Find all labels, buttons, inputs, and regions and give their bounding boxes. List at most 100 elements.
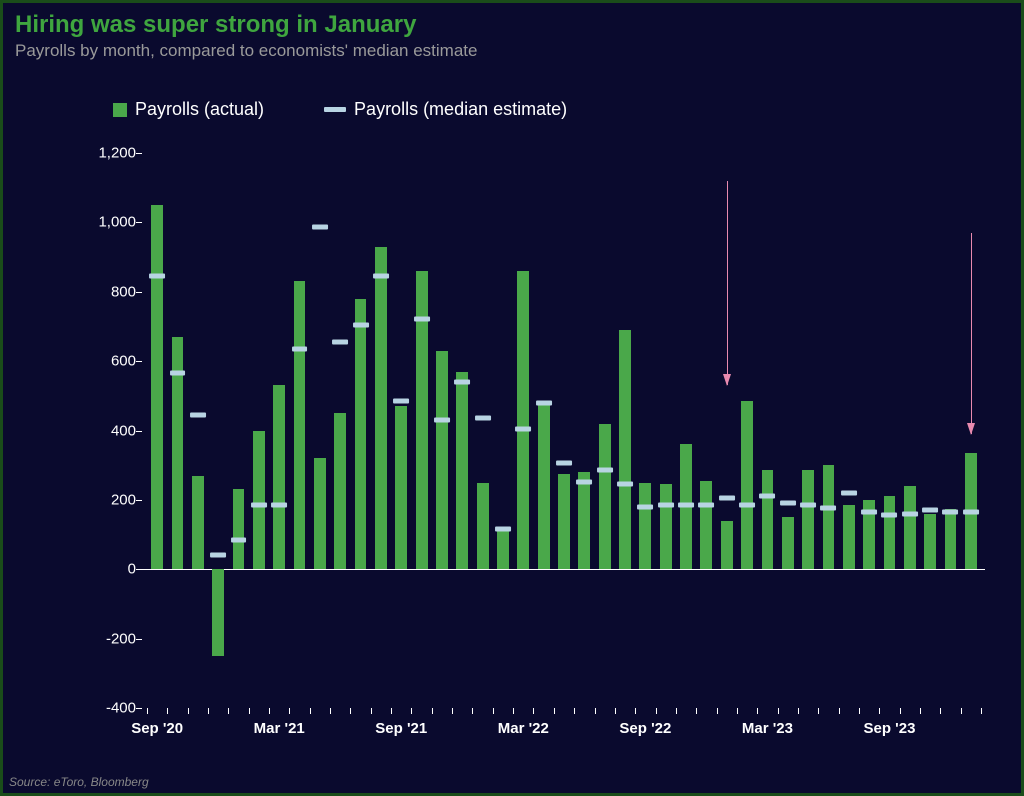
chart-header: Hiring was super strong in January Payro…	[3, 3, 1021, 63]
x-axis-label: Mar '21	[254, 720, 305, 737]
bar	[904, 486, 916, 569]
estimate-marker	[902, 511, 918, 516]
bar	[436, 351, 448, 570]
estimate-marker	[515, 426, 531, 431]
bar	[253, 431, 265, 570]
x-axis-label: Mar '22	[498, 720, 549, 737]
legend-item-actual: Payrolls (actual)	[113, 99, 264, 120]
plot: -400-20002004006008001,0001,200Sep '20Ma…	[103, 153, 993, 708]
bar	[517, 271, 529, 569]
estimate-marker	[434, 417, 450, 422]
chart-title: Hiring was super strong in January	[15, 11, 1009, 39]
y-axis-label: 1,000	[81, 214, 136, 231]
estimate-marker	[881, 513, 897, 518]
bar	[558, 474, 570, 569]
legend: Payrolls (actual) Payrolls (median estim…	[3, 99, 1021, 120]
legend-label-estimate: Payrolls (median estimate)	[354, 99, 567, 120]
y-axis-label: 400	[81, 422, 136, 439]
bar	[945, 509, 957, 570]
estimate-marker	[800, 502, 816, 507]
chart-subtitle: Payrolls by month, compared to economist…	[15, 41, 1009, 61]
x-axis-label: Sep '20	[131, 720, 183, 737]
estimate-marker	[353, 322, 369, 327]
estimate-marker	[780, 501, 796, 506]
estimate-marker	[597, 468, 613, 473]
bar	[375, 247, 387, 570]
bar	[619, 330, 631, 569]
estimate-marker	[373, 273, 389, 278]
estimate-marker	[231, 537, 247, 542]
estimate-marker	[637, 504, 653, 509]
estimate-marker	[556, 461, 572, 466]
bar	[599, 424, 611, 570]
y-axis-label: 600	[81, 353, 136, 370]
bar	[741, 401, 753, 569]
estimate-marker	[414, 317, 430, 322]
estimate-marker	[678, 502, 694, 507]
estimate-marker	[719, 495, 735, 500]
bar	[639, 483, 651, 570]
estimate-marker	[861, 509, 877, 514]
bar	[843, 505, 855, 569]
bar	[782, 517, 794, 569]
bar	[762, 470, 774, 569]
bar	[314, 458, 326, 569]
bar	[700, 481, 712, 569]
chart-area: -400-20002004006008001,0001,200Sep '20Ma…	[63, 143, 1003, 723]
estimate-marker	[698, 502, 714, 507]
estimate-marker	[759, 494, 775, 499]
bar	[151, 205, 163, 569]
legend-label-actual: Payrolls (actual)	[135, 99, 264, 120]
bar	[233, 489, 245, 569]
bar	[355, 299, 367, 570]
bar	[456, 372, 468, 570]
source-attribution: Source: eToro, Bloomberg	[9, 775, 149, 789]
bar	[884, 496, 896, 569]
bar	[334, 413, 346, 569]
bar	[823, 465, 835, 569]
estimate-marker	[251, 502, 267, 507]
estimate-marker	[271, 502, 287, 507]
estimate-marker	[943, 509, 959, 514]
bar	[395, 406, 407, 569]
bar	[477, 483, 489, 570]
legend-swatch-bar	[113, 103, 127, 117]
bar	[294, 281, 306, 569]
legend-swatch-line	[324, 107, 346, 112]
estimate-marker	[475, 416, 491, 421]
estimate-marker	[393, 398, 409, 403]
y-axis-label: 0	[81, 561, 136, 578]
estimate-marker	[922, 508, 938, 513]
y-axis-label: 1,200	[81, 145, 136, 162]
bar	[497, 528, 509, 570]
bar	[192, 476, 204, 570]
bar	[273, 385, 285, 569]
estimate-marker	[454, 379, 470, 384]
estimate-marker	[292, 346, 308, 351]
estimate-marker	[536, 400, 552, 405]
estimate-marker	[963, 509, 979, 514]
x-axis-label: Sep '21	[375, 720, 427, 737]
estimate-marker	[617, 482, 633, 487]
estimate-marker	[170, 371, 186, 376]
y-axis-label: 200	[81, 491, 136, 508]
bar	[802, 470, 814, 569]
estimate-marker	[576, 480, 592, 485]
legend-item-estimate: Payrolls (median estimate)	[324, 99, 567, 120]
bar	[416, 271, 428, 569]
estimate-marker	[210, 553, 226, 558]
x-axis-label: Sep '23	[863, 720, 915, 737]
y-axis-label: -400	[81, 700, 136, 717]
estimate-marker	[190, 412, 206, 417]
y-axis-label: -200	[81, 630, 136, 647]
estimate-marker	[149, 273, 165, 278]
y-axis-label: 800	[81, 283, 136, 300]
bar	[538, 403, 550, 570]
estimate-marker	[332, 339, 348, 344]
bar	[660, 484, 672, 569]
bar	[924, 514, 936, 570]
bar	[578, 472, 590, 569]
callout-arrow	[727, 181, 728, 386]
estimate-marker	[820, 506, 836, 511]
estimate-marker	[495, 527, 511, 532]
